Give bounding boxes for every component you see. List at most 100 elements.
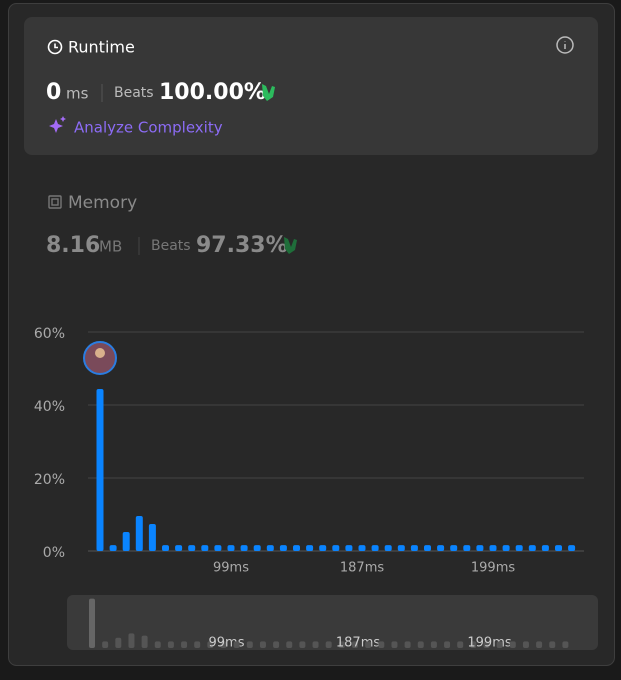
runtime-beats: 100.00% [159, 80, 266, 105]
bar [555, 545, 562, 551]
minimap-label: 199ms [467, 636, 511, 651]
minimap-bar [509, 641, 516, 648]
memory-unit: MB [99, 238, 122, 256]
minimap-bar [312, 641, 319, 648]
minimap-bar [378, 641, 385, 648]
minimap-bar [259, 641, 266, 648]
bar [122, 532, 130, 551]
minimap-bar [562, 641, 569, 648]
minimap-bar [207, 641, 214, 648]
minimap-bar [430, 641, 437, 648]
minimap-label: 187ms [336, 636, 380, 651]
minimap-bar [404, 641, 411, 648]
minimap-bar [128, 633, 135, 648]
minimap-bar [286, 641, 293, 648]
minimap-bar [233, 641, 240, 648]
memory-title: Memory [68, 193, 137, 213]
bar [266, 545, 274, 551]
bar [319, 545, 327, 551]
bar [240, 545, 248, 551]
minimap[interactable] [67, 595, 598, 650]
minimap-bar [220, 641, 227, 648]
runtime-card[interactable] [24, 17, 598, 155]
minimap-bar [352, 641, 358, 648]
minimap-bar [457, 641, 464, 648]
minimap-bar [522, 641, 529, 648]
bar [306, 545, 314, 551]
minimap-bar [194, 641, 201, 648]
minimap-bar [89, 598, 95, 648]
minimap-bar [102, 641, 109, 648]
x-tick-label: 199ms [471, 561, 515, 576]
bar [568, 545, 576, 551]
minimap-bar [365, 641, 372, 648]
minimap-bar [299, 641, 306, 648]
minimap-bar [496, 641, 503, 648]
bar [463, 545, 471, 551]
bar [424, 545, 431, 551]
bar [96, 388, 104, 551]
clock-icon [47, 39, 63, 55]
y-tick-label: 60% [34, 326, 65, 342]
memory-beats: 97.33% [196, 233, 288, 258]
bar [332, 545, 340, 551]
clap-icon [284, 237, 297, 254]
minimap-bar [181, 641, 188, 648]
y-tick-label: 0% [43, 545, 65, 561]
bar [384, 545, 392, 551]
minimap-bar [246, 641, 253, 648]
y-tick-label: 40% [34, 399, 65, 415]
bar [410, 545, 418, 551]
bar [201, 545, 209, 551]
bar [279, 545, 287, 551]
runtime-value: 0 [46, 80, 61, 105]
chip-icon [48, 195, 62, 209]
bar [293, 545, 300, 551]
x-tick-label: 187ms [340, 561, 384, 576]
minimap-bar [391, 641, 398, 648]
minimap-bar [167, 641, 174, 648]
minimap-bar [470, 641, 477, 648]
bar [148, 523, 156, 551]
memory-beats-label: Beats [151, 238, 191, 254]
minimap-bar [483, 641, 490, 648]
bar [214, 545, 222, 551]
bar [437, 545, 445, 551]
runtime-title: Runtime [68, 38, 135, 57]
bar [135, 515, 143, 551]
bar [227, 545, 235, 551]
bar [489, 545, 497, 551]
minimap-bar [154, 641, 161, 648]
y-tick-label: 20% [34, 472, 65, 488]
runtime-beats-label: Beats [114, 85, 154, 101]
bar [162, 545, 169, 551]
clap-icon [262, 84, 275, 101]
bar [358, 545, 366, 551]
bar [175, 545, 183, 551]
minimap-bar [273, 641, 280, 648]
bar [450, 545, 458, 551]
info-icon[interactable] [556, 36, 574, 54]
bar [476, 545, 484, 551]
bar [188, 545, 196, 551]
analyze-link[interactable]: Analyze Complexity [74, 119, 223, 137]
bar [502, 545, 510, 551]
x-tick-label: 99ms [213, 561, 249, 576]
minimap-bar [338, 641, 345, 648]
runtime-unit: ms [66, 85, 89, 103]
minimap-bar [417, 641, 424, 648]
minimap-bar [444, 641, 451, 648]
bar [371, 545, 379, 551]
bar [528, 545, 536, 551]
bar [253, 545, 261, 551]
panel [8, 3, 615, 666]
minimap-bar [325, 641, 332, 648]
bar [541, 545, 549, 551]
minimap-bar [549, 641, 556, 648]
bar [109, 545, 117, 551]
minimap-bar [536, 641, 543, 648]
memory-value: 8.16 [46, 233, 100, 258]
bar [345, 545, 353, 551]
